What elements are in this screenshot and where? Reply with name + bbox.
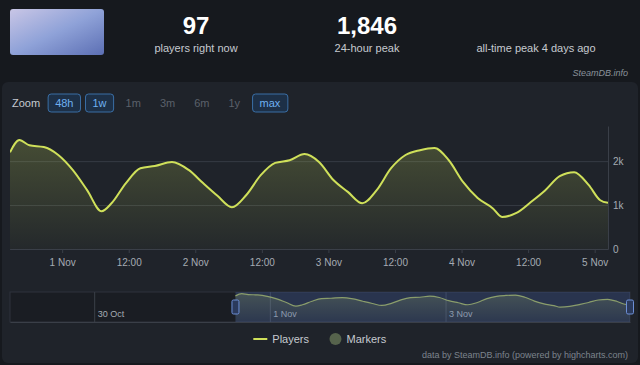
zoom-button-label[interactable]: 1w xyxy=(92,97,106,109)
y-axis-line xyxy=(608,127,609,250)
x-tick-label: 12:00 xyxy=(250,257,275,268)
y-tick-label: 2k xyxy=(613,156,625,167)
grid-line xyxy=(10,249,608,250)
zoom-button-box[interactable] xyxy=(153,94,182,112)
stat-label: players right now xyxy=(154,42,237,54)
y-axis: 0 1k 2k xyxy=(10,127,625,255)
tick-mark xyxy=(62,249,63,253)
main-area xyxy=(10,140,608,249)
stat-value: 1,846 xyxy=(337,12,397,39)
legend-symbol xyxy=(329,333,341,345)
legend-symbol xyxy=(253,338,267,340)
watermark: SteamDB.info xyxy=(572,68,628,78)
x-tick-label: 5 Nov xyxy=(582,257,608,268)
zoom-button[interactable]: 6m xyxy=(187,94,216,112)
zoom-button-label[interactable]: 48h xyxy=(55,97,73,109)
zoom-button-label[interactable]: 3m xyxy=(160,97,175,109)
x-tick-label: 12:00 xyxy=(516,257,541,268)
navigator-grid-line xyxy=(94,292,95,322)
x-tick-label: 12:00 xyxy=(383,257,408,268)
legend-label: Markers xyxy=(346,333,386,345)
root: 97 players right now 1,846 24-hour peak all-… xyxy=(0,0,640,365)
tick-mark xyxy=(129,249,130,253)
zoom-button-box[interactable] xyxy=(221,94,247,112)
navigator-handle[interactable] xyxy=(232,300,239,314)
tick-mark xyxy=(462,249,463,253)
navigator-axis-line xyxy=(11,322,631,323)
zoom-button-label[interactable]: 1m xyxy=(126,97,141,109)
zoom-button[interactable]: 1m xyxy=(119,94,148,112)
x-tick: 12:00 xyxy=(250,249,275,268)
game-image xyxy=(10,9,104,55)
x-axis: 1 Nov 12:00 2 Nov 12:00 3 Nov 12:00 4 Nov 12:00… xyxy=(11,249,609,268)
x-tick: 5 Nov xyxy=(582,249,608,268)
y-tick-label: 1k xyxy=(613,200,625,211)
zoom-button-label[interactable]: 1y xyxy=(228,97,240,109)
zoom-button[interactable]: 1y xyxy=(221,94,247,112)
credit: data by SteamDB.info (powered by highcha… xyxy=(422,350,628,360)
x-axis-line xyxy=(11,249,609,250)
zoom-button-box[interactable] xyxy=(85,94,113,112)
zoom-button[interactable]: max xyxy=(253,94,288,112)
x-tick-label: 12:00 xyxy=(117,257,142,268)
background xyxy=(0,0,640,365)
x-tick: 12:00 xyxy=(117,249,142,268)
stat-label: 24-hour peak xyxy=(335,42,400,54)
chart-panel xyxy=(2,82,638,363)
x-tick: 2 Nov xyxy=(183,249,209,268)
navigator-background xyxy=(10,292,630,322)
zoom-button-box[interactable] xyxy=(187,94,216,112)
legend-item[interactable]: Markers xyxy=(329,333,386,345)
navigator-handle[interactable] xyxy=(627,300,634,314)
stat-label: all-time peak 4 days ago xyxy=(476,42,595,54)
zoom-button-box[interactable] xyxy=(48,94,80,112)
x-tick: 4 Nov xyxy=(449,249,475,268)
navigator-tick: 30 Oct xyxy=(95,292,125,322)
zoom-button-box[interactable] xyxy=(253,94,288,112)
main-line xyxy=(10,140,608,217)
x-tick-label: 3 Nov xyxy=(316,257,342,268)
x-tick: 3 Nov xyxy=(316,249,342,268)
x-tick: 12:00 xyxy=(383,249,408,268)
navigator-selection xyxy=(235,292,630,322)
zoom-button-label[interactable]: 6m xyxy=(194,97,209,109)
x-tick-label: 4 Nov xyxy=(449,257,475,268)
tick-mark xyxy=(262,249,263,253)
tick-mark xyxy=(328,249,329,253)
x-tick: 12:00 xyxy=(516,249,541,268)
zoom-label: Zoom xyxy=(12,97,40,109)
legend-item[interactable]: Players xyxy=(253,333,309,345)
legend: Players Markers xyxy=(253,333,386,345)
zoom-button[interactable]: 3m xyxy=(153,94,182,112)
tick-mark xyxy=(595,249,596,253)
zoom-button-label[interactable]: max xyxy=(260,97,281,109)
navigator-tick-label: 30 Oct xyxy=(98,309,125,319)
stat-value: 97 xyxy=(183,12,210,39)
navigator-axis: 30 Oct1 Nov3 Nov xyxy=(11,292,631,323)
zoom-button[interactable]: 1w xyxy=(85,94,113,112)
tick-mark xyxy=(528,249,529,253)
zoom-button[interactable]: 48h xyxy=(48,94,80,112)
y-tick-label: 0 xyxy=(613,244,619,255)
x-tick-label: 1 Nov xyxy=(50,257,76,268)
tick-mark xyxy=(395,249,396,253)
tick-mark xyxy=(195,249,196,253)
plot-marks xyxy=(10,140,608,249)
zoom-button-box[interactable] xyxy=(119,94,148,112)
x-tick-label: 2 Nov xyxy=(183,257,209,268)
x-tick: 1 Nov xyxy=(50,249,76,268)
legend-label: Players xyxy=(272,333,309,345)
chart-page: 97 players right now 1,846 24-hour peak all-… xyxy=(0,0,640,365)
